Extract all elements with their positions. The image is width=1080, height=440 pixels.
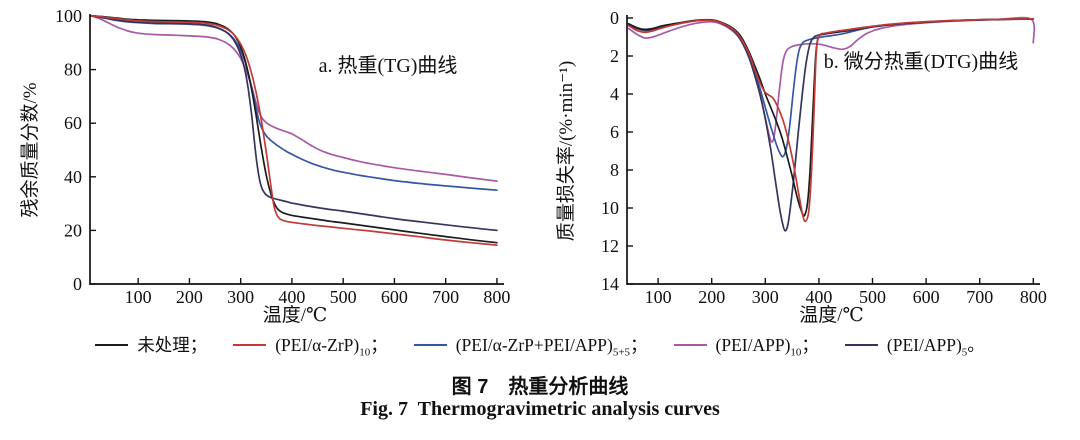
legend-label-pei-app-5: (PEI/APP)5。 — [886, 335, 985, 359]
x-tick-label: 500 — [330, 287, 357, 307]
legend-item-untreated: 未处理； — [95, 335, 207, 355]
y-tick-label: 80 — [64, 60, 82, 80]
y-tick-label: 6 — [610, 122, 619, 142]
x-tick-label: 700 — [432, 287, 459, 307]
x-tick-label: 600 — [381, 287, 408, 307]
x-tick-label: 400 — [278, 287, 305, 307]
legend-item-pei-app-5: (PEI/APP)5。 — [844, 335, 985, 359]
x-tick-label: 500 — [859, 287, 886, 307]
caption-english: Fig. 7 Thermogravimetric analysis curves — [360, 398, 720, 420]
panel-label: b. 微分热重(DTG)曲线 — [824, 50, 1018, 73]
y-axis-title: 质量损失率/(%·min⁻¹) — [555, 61, 577, 241]
y-tick-label: 12 — [601, 236, 619, 256]
curve-pei-azrp-10 — [627, 17, 1035, 223]
x-tick-label: 800 — [483, 287, 510, 307]
x-tick-label: 800 — [1020, 287, 1047, 307]
y-tick-label: 60 — [64, 113, 82, 133]
y-tick-label: 0 — [610, 8, 619, 28]
legend-item-pei-app-10: (PEI/APP)10； — [673, 335, 819, 359]
curve-pei-azrp-app-5-5 — [91, 15, 498, 192]
legend-swatch-pei-app-10 — [673, 343, 707, 347]
x-tick-label: 200 — [176, 287, 203, 307]
legend: 未处理； (PEI/α-ZrP)10； (PEI/α-ZrP+PEI/APP)5+5… — [0, 335, 1080, 359]
charts-svg: 100 200 300 400 500 600 700 800020406080100温度/℃… — [19, 6, 1047, 326]
legend-label-untreated: 未处理； — [137, 335, 208, 355]
y-tick-label: 10 — [601, 198, 619, 218]
x-tick-label: 100 — [125, 287, 152, 307]
legend-item-pei-azrp-app-5-5: (PEI/α-ZrP+PEI/APP)5+5； — [413, 335, 648, 359]
panel-label: a. 热重(TG)曲线 — [319, 54, 458, 77]
legend-swatch-pei-app-5 — [844, 343, 878, 347]
curve-untreated — [627, 18, 1035, 217]
x-tick-label: 300 — [752, 287, 779, 307]
y-tick-label: 40 — [64, 167, 82, 187]
y-tick-label: 14 — [601, 274, 619, 294]
x-tick-label: 300 — [227, 287, 254, 307]
curve-untreated — [91, 15, 498, 244]
curve-pei-app-10 — [627, 16, 1036, 143]
x-tick-label: 200 — [698, 287, 725, 307]
legend-label-pei-azrp-app-5-5: (PEI/α-ZrP+PEI/APP)5+5； — [455, 335, 648, 359]
legend-swatch-pei-azrp-app-5-5 — [413, 343, 447, 347]
curve-pei-app-5 — [91, 15, 498, 232]
x-tick-label: 100 — [645, 287, 672, 307]
x-tick-label: 600 — [913, 287, 940, 307]
legend-label-pei-azrp-10: (PEI/α-ZrP)10； — [275, 335, 388, 359]
y-axis-title: 残余质量分数/% — [19, 82, 41, 217]
curve-pei-app-10 — [91, 15, 498, 182]
y-tick-label: 0 — [73, 274, 82, 294]
y-tick-label: 8 — [610, 160, 619, 180]
legend-item-pei-azrp-10: (PEI/α-ZrP)10； — [233, 335, 388, 359]
y-tick-label: 100 — [55, 6, 82, 26]
legend-swatch-untreated — [95, 343, 129, 347]
curve-pei-azrp-10 — [91, 15, 498, 246]
y-tick-label: 4 — [610, 84, 619, 104]
x-tick-label: 400 — [805, 287, 832, 307]
x-axis-title: 温度/℃ — [799, 304, 864, 326]
legend-label-pei-app-10: (PEI/APP)10； — [715, 335, 819, 359]
x-tick-label: 700 — [966, 287, 993, 307]
x-axis-title: 温度/℃ — [263, 304, 328, 326]
caption-chinese: 图 7 热重分析曲线 — [451, 376, 629, 398]
y-tick-label: 2 — [610, 46, 619, 66]
legend-swatch-pei-azrp-10 — [233, 343, 267, 347]
curve-pei-azrp-app-5-5 — [627, 17, 1035, 158]
y-tick-label: 20 — [64, 220, 82, 240]
